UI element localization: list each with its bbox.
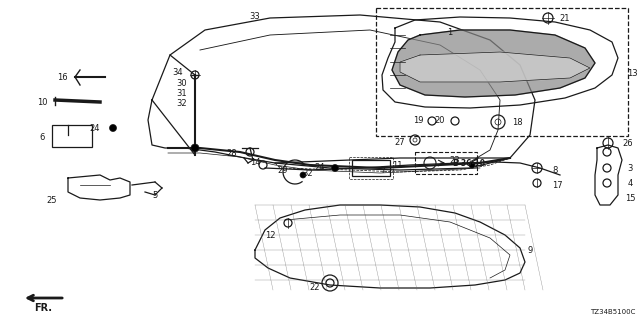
Text: 3: 3 [627,164,633,172]
Circle shape [332,164,339,172]
Text: 15: 15 [625,194,636,203]
Bar [52,125,92,147]
Bar [415,152,477,174]
Text: 32: 32 [177,99,188,108]
Circle shape [469,162,475,168]
Text: 20: 20 [435,116,445,124]
Text: B-36-10: B-36-10 [452,158,485,167]
Circle shape [191,144,199,152]
Text: 25: 25 [47,196,57,204]
Text: 24: 24 [90,124,100,132]
Polygon shape [392,30,595,97]
Text: 34: 34 [173,68,183,76]
Text: 5: 5 [152,190,157,199]
Text: 22: 22 [310,283,320,292]
Text: 23: 23 [450,156,460,164]
Bar [376,8,628,136]
Circle shape [300,172,306,178]
Text: 4: 4 [627,179,632,188]
Bar [352,160,390,176]
Text: 13: 13 [627,68,637,77]
Text: 14: 14 [250,157,260,166]
Text: 21: 21 [560,13,570,22]
Text: 7: 7 [380,165,386,174]
Text: 6: 6 [39,132,45,141]
Text: 28: 28 [227,148,237,157]
Text: 12: 12 [265,230,275,239]
Text: 10: 10 [36,98,47,107]
Text: 11: 11 [392,161,403,170]
Text: 9: 9 [527,245,532,254]
Text: TZ34B5100C: TZ34B5100C [589,309,635,315]
Text: 1: 1 [447,28,452,36]
Text: 31: 31 [177,89,188,98]
Polygon shape [400,52,590,82]
Text: 19: 19 [413,116,423,124]
Text: 18: 18 [512,117,522,126]
Bar [349,157,393,179]
Text: 30: 30 [177,78,188,87]
Text: 33: 33 [250,12,260,20]
Text: 24: 24 [315,163,325,172]
Text: 16: 16 [57,73,67,82]
Circle shape [109,124,116,132]
Text: FR.: FR. [34,303,52,313]
Text: 29: 29 [278,165,288,174]
Text: 26: 26 [623,139,634,148]
Text: 32: 32 [303,169,314,178]
Text: 17: 17 [552,180,563,189]
Text: 8: 8 [552,165,557,174]
Text: 27: 27 [395,138,405,147]
